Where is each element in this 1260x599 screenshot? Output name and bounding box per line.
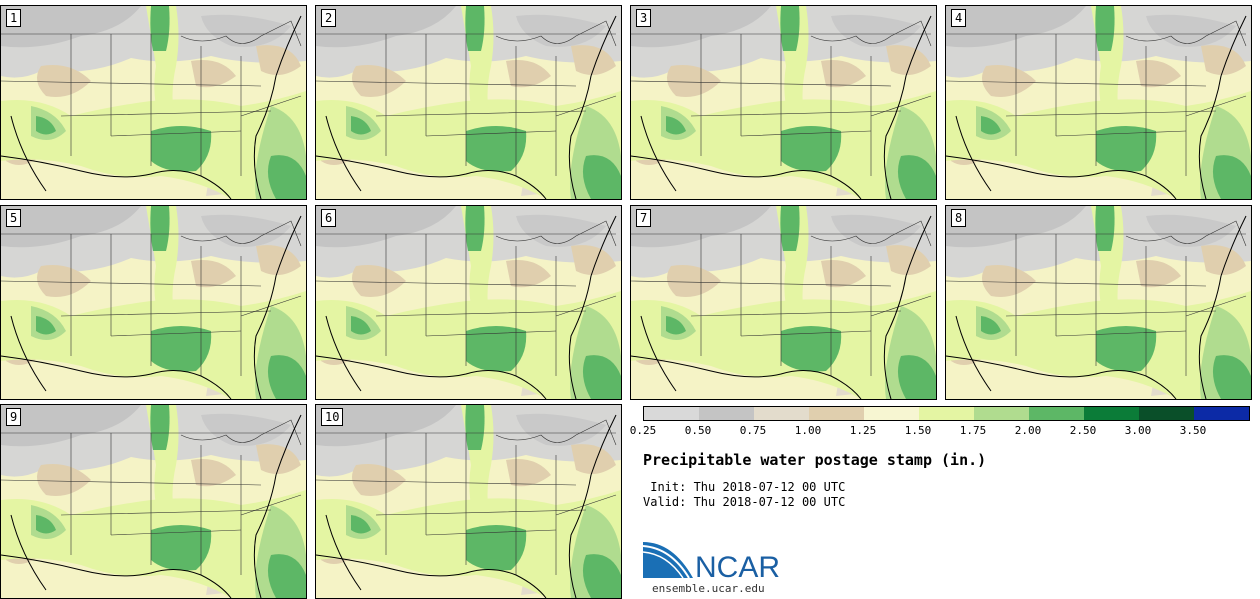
member-number-label: 8 xyxy=(951,209,967,227)
member-map-panel: 2 xyxy=(315,5,622,200)
member-number-label: 7 xyxy=(636,209,652,227)
color-scale-tick-label: 1.75 xyxy=(959,424,987,437)
member-map-panel: 3 xyxy=(630,5,937,200)
color-scale-tick-label: 1.25 xyxy=(849,424,877,437)
member-map-panel: 9 xyxy=(0,404,307,599)
color-swatch xyxy=(809,407,864,420)
member-number-label: 6 xyxy=(321,209,337,227)
member-number-label: 9 xyxy=(6,408,22,426)
color-scale-tick-label: 3.50 xyxy=(1179,424,1207,437)
member-map-panel: 5 xyxy=(0,205,307,400)
color-swatch xyxy=(754,407,809,420)
logo-url: ensemble.ucar.edu xyxy=(652,582,765,595)
color-swatch xyxy=(974,407,1029,420)
color-scale-tick-label: 2.00 xyxy=(1014,424,1042,437)
member-map-panel: 6 xyxy=(315,205,622,400)
color-scale-tick-label: 1.00 xyxy=(794,424,822,437)
member-number-label: 5 xyxy=(6,209,22,227)
valid-time: Valid: Thu 2018-07-12 00 UTC xyxy=(643,495,846,509)
color-scale-tick-label: 0.25 xyxy=(629,424,657,437)
init-time: Init: Thu 2018-07-12 00 UTC xyxy=(643,480,846,494)
member-number-label: 2 xyxy=(321,9,337,27)
color-scale-tick-label: 3.00 xyxy=(1124,424,1152,437)
member-map-panel: 1 xyxy=(0,5,307,200)
logo-text: NCAR xyxy=(695,551,780,584)
color-scale-tick-label: 0.50 xyxy=(684,424,712,437)
color-swatch xyxy=(1029,407,1084,420)
color-swatch xyxy=(1194,407,1249,420)
member-map-panel: 7 xyxy=(630,205,937,400)
color-swatch xyxy=(1139,407,1194,420)
color-swatch xyxy=(864,407,919,420)
member-number-label: 1 xyxy=(6,9,22,27)
color-scale-tick-label: 2.50 xyxy=(1069,424,1097,437)
member-map-panel: 4 xyxy=(945,5,1252,200)
color-swatch xyxy=(644,407,699,420)
map-title: Precipitable water postage stamp (in.) xyxy=(643,451,987,469)
member-number-label: 4 xyxy=(951,9,967,27)
member-map-panel: 8 xyxy=(945,205,1252,400)
member-number-label: 3 xyxy=(636,9,652,27)
color-scale-tick-label: 1.50 xyxy=(904,424,932,437)
color-scale-tick-label: 0.75 xyxy=(739,424,767,437)
member-number-label: 10 xyxy=(321,408,344,426)
ncar-logo: NCAR xyxy=(643,542,780,584)
color-swatch xyxy=(1084,407,1139,420)
color-swatch xyxy=(919,407,974,420)
color-swatch xyxy=(699,407,754,420)
member-map-panel: 10 xyxy=(315,404,622,599)
color-scale-bar xyxy=(643,406,1250,421)
